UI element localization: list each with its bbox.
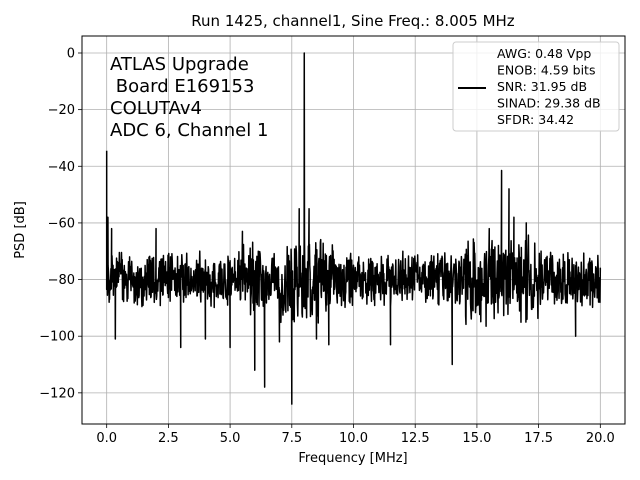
legend-entry: SNR: 31.95 dB bbox=[497, 79, 587, 94]
x-tick-label: 5.0 bbox=[220, 431, 241, 446]
y-tick-label: −20 bbox=[48, 103, 75, 118]
x-tick-label: 10.0 bbox=[339, 431, 368, 446]
y-tick-label: −60 bbox=[48, 216, 75, 231]
x-axis-label: Frequency [MHz] bbox=[298, 451, 407, 466]
y-tick-label: −120 bbox=[39, 386, 75, 401]
plot-area bbox=[105, 52, 602, 405]
legend-entry: AWG: 0.48 Vpp bbox=[497, 46, 591, 61]
annotation-line: Board E169153 bbox=[110, 76, 254, 97]
x-tick-label: 0.0 bbox=[96, 431, 117, 446]
x-tick-label: 7.5 bbox=[281, 431, 302, 446]
annotation-line: ADC 6, Channel 1 bbox=[110, 120, 268, 141]
y-tick-label: −80 bbox=[48, 273, 75, 288]
legend-entry: SFDR: 34.42 bbox=[497, 112, 574, 127]
y-axis-label: PSD [dB] bbox=[13, 201, 28, 259]
y-tick-label: −40 bbox=[48, 160, 75, 175]
psd-series-line bbox=[105, 52, 602, 405]
legend-entry: SINAD: 29.38 dB bbox=[497, 96, 601, 111]
x-tick-label: 15.0 bbox=[462, 431, 491, 446]
annotation-line: ATLAS Upgrade bbox=[110, 54, 249, 75]
x-tick-label: 2.5 bbox=[158, 431, 179, 446]
chart-title: Run 1425, channel1, Sine Freq.: 8.005 MH… bbox=[191, 12, 515, 30]
x-tick-label: 20.0 bbox=[586, 431, 615, 446]
legend-box bbox=[452, 41, 620, 132]
x-axis-ticks: 0.0 2.5 5.0 7.5 10.0 12.5 15.0 17.5 20.0 bbox=[96, 424, 615, 446]
y-tick-label: −100 bbox=[39, 330, 75, 345]
y-tick-label: 0 bbox=[67, 46, 75, 61]
annotation-line: COLUTAv4 bbox=[110, 98, 202, 119]
legend-entry: ENOB: 4.59 bits bbox=[497, 63, 595, 78]
x-tick-label: 12.5 bbox=[401, 431, 430, 446]
axes-frame bbox=[81, 35, 626, 425]
y-axis-ticks: 0 −20 −40 −60 −80 −100 −120 bbox=[39, 46, 82, 401]
x-tick-label: 17.5 bbox=[524, 431, 553, 446]
